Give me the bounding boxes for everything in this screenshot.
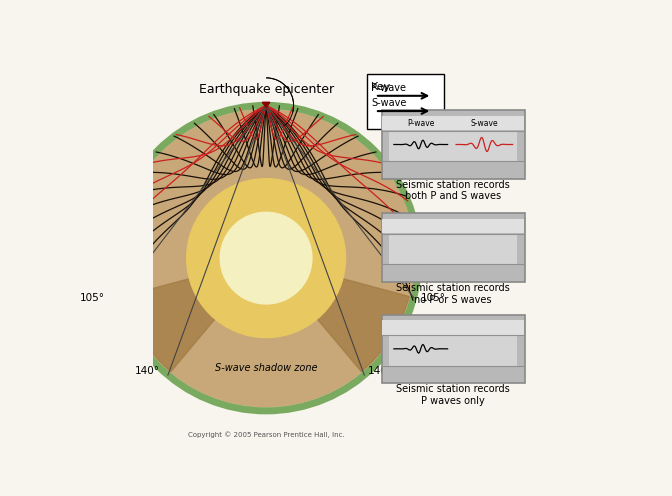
- Text: Earthquake epicenter: Earthquake epicenter: [198, 83, 334, 96]
- FancyBboxPatch shape: [382, 110, 525, 179]
- FancyBboxPatch shape: [382, 314, 525, 383]
- FancyBboxPatch shape: [382, 213, 525, 282]
- FancyBboxPatch shape: [389, 234, 517, 265]
- Text: Copyright © 2005 Pearson Prentice Hall, Inc.: Copyright © 2005 Pearson Prentice Hall, …: [187, 432, 345, 438]
- Wedge shape: [266, 258, 409, 372]
- Text: Seismic station records
no P or S waves: Seismic station records no P or S waves: [396, 283, 510, 305]
- Text: Seismic station records
both P and S waves: Seismic station records both P and S wav…: [396, 180, 510, 201]
- Wedge shape: [123, 258, 266, 372]
- FancyBboxPatch shape: [389, 131, 517, 162]
- Circle shape: [118, 110, 415, 406]
- Circle shape: [187, 179, 345, 338]
- Text: P-wave: P-wave: [407, 119, 434, 127]
- Text: S-wave: S-wave: [371, 98, 407, 109]
- Text: S-wave shadow zone: S-wave shadow zone: [215, 363, 317, 373]
- FancyBboxPatch shape: [366, 74, 444, 129]
- FancyBboxPatch shape: [382, 116, 524, 130]
- Text: Key: Key: [371, 82, 391, 92]
- FancyBboxPatch shape: [382, 219, 524, 233]
- Text: Seismic station records
P waves only: Seismic station records P waves only: [396, 384, 510, 406]
- Circle shape: [114, 105, 419, 411]
- FancyBboxPatch shape: [389, 335, 517, 366]
- FancyBboxPatch shape: [382, 320, 524, 334]
- Text: 105°: 105°: [80, 293, 106, 303]
- Polygon shape: [262, 102, 270, 107]
- Text: 140°: 140°: [135, 367, 160, 376]
- Text: P-wave: P-wave: [371, 83, 406, 93]
- Text: 140°: 140°: [368, 367, 393, 376]
- Text: 105°: 105°: [421, 293, 446, 303]
- Circle shape: [220, 212, 312, 304]
- Text: S-wave: S-wave: [470, 119, 498, 127]
